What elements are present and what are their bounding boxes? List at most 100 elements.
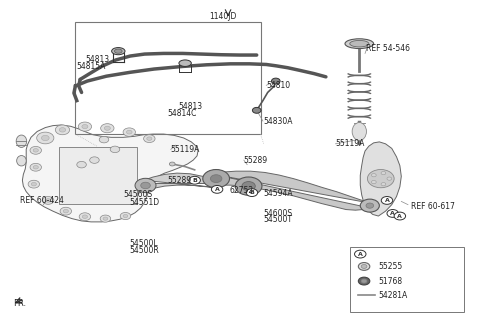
Text: B: B <box>250 190 254 195</box>
Ellipse shape <box>17 155 26 166</box>
Circle shape <box>120 213 131 220</box>
Circle shape <box>360 199 379 212</box>
Text: 54810: 54810 <box>266 81 290 90</box>
Text: 54500L: 54500L <box>129 239 158 248</box>
Circle shape <box>41 135 49 141</box>
Circle shape <box>381 196 393 204</box>
Text: 55289: 55289 <box>168 176 192 185</box>
Circle shape <box>55 125 70 135</box>
Text: FR.: FR. <box>13 299 26 308</box>
Text: 54500R: 54500R <box>129 246 159 255</box>
Circle shape <box>359 262 370 270</box>
Circle shape <box>36 132 54 144</box>
Circle shape <box>381 183 386 186</box>
Circle shape <box>381 172 386 175</box>
Circle shape <box>147 137 152 140</box>
Text: 55255: 55255 <box>378 262 403 271</box>
Text: 51768: 51768 <box>378 277 403 286</box>
Circle shape <box>59 128 66 132</box>
Circle shape <box>77 161 86 168</box>
Circle shape <box>63 209 68 213</box>
Circle shape <box>355 250 366 258</box>
Polygon shape <box>141 173 222 191</box>
Circle shape <box>110 146 120 153</box>
Text: 55119A: 55119A <box>336 139 365 148</box>
Circle shape <box>46 199 51 202</box>
Circle shape <box>90 157 99 163</box>
Circle shape <box>83 215 87 218</box>
Circle shape <box>100 215 111 222</box>
Circle shape <box>361 279 367 283</box>
Text: 54500T: 54500T <box>263 215 292 224</box>
Circle shape <box>31 182 36 186</box>
Text: REF 60-617: REF 60-617 <box>411 202 455 212</box>
Circle shape <box>387 177 392 180</box>
Circle shape <box>372 180 376 184</box>
Circle shape <box>372 174 376 177</box>
Circle shape <box>30 146 41 154</box>
Circle shape <box>359 277 370 285</box>
Circle shape <box>103 217 108 220</box>
Text: A: A <box>384 198 389 203</box>
Circle shape <box>394 212 406 220</box>
Text: 54600S: 54600S <box>263 209 292 218</box>
Text: 54551D: 54551D <box>129 198 159 207</box>
Text: 54830A: 54830A <box>263 116 292 126</box>
Circle shape <box>361 264 367 268</box>
Circle shape <box>99 136 109 143</box>
Circle shape <box>141 182 150 189</box>
Text: 54813: 54813 <box>85 55 109 64</box>
Bar <box>75 22 261 134</box>
Ellipse shape <box>115 49 122 53</box>
Ellipse shape <box>352 123 366 140</box>
Circle shape <box>135 178 156 193</box>
Text: 1140JD: 1140JD <box>209 11 236 21</box>
Circle shape <box>82 125 88 129</box>
Text: 62752: 62752 <box>229 186 253 195</box>
Text: REF 60-424: REF 60-424 <box>21 196 64 205</box>
Polygon shape <box>23 125 198 222</box>
Text: 55119A: 55119A <box>171 145 200 154</box>
Circle shape <box>242 182 255 191</box>
Circle shape <box>252 107 261 113</box>
Text: 54594A: 54594A <box>263 189 292 198</box>
Text: B: B <box>192 178 197 183</box>
Circle shape <box>33 166 38 169</box>
Polygon shape <box>360 142 401 216</box>
Circle shape <box>127 130 132 134</box>
Text: 54813: 54813 <box>178 102 202 111</box>
Circle shape <box>60 207 72 215</box>
Circle shape <box>272 78 280 84</box>
Circle shape <box>211 185 223 193</box>
Circle shape <box>123 215 128 218</box>
Text: A: A <box>358 252 363 256</box>
Text: A: A <box>215 187 219 192</box>
Circle shape <box>144 135 155 143</box>
Text: 54560S: 54560S <box>123 190 152 199</box>
Text: 54814C: 54814C <box>168 109 197 118</box>
Ellipse shape <box>350 40 369 47</box>
Bar <box>59 147 137 204</box>
Text: A: A <box>390 211 395 216</box>
Circle shape <box>101 124 114 133</box>
Circle shape <box>387 210 398 217</box>
Circle shape <box>210 175 222 183</box>
Text: REF 54-546: REF 54-546 <box>366 44 410 53</box>
Circle shape <box>189 176 200 184</box>
Circle shape <box>78 122 92 131</box>
Circle shape <box>30 163 41 171</box>
Circle shape <box>366 203 373 208</box>
Ellipse shape <box>112 48 125 55</box>
Circle shape <box>104 126 110 130</box>
Circle shape <box>79 213 91 221</box>
Circle shape <box>42 196 54 204</box>
Text: A: A <box>397 214 402 218</box>
Circle shape <box>169 162 175 166</box>
Polygon shape <box>209 171 370 210</box>
Text: 55289: 55289 <box>244 155 268 165</box>
Circle shape <box>246 189 258 196</box>
Circle shape <box>235 177 262 195</box>
Bar <box>350 247 464 312</box>
Circle shape <box>123 128 135 136</box>
Text: 54815A: 54815A <box>77 62 106 71</box>
